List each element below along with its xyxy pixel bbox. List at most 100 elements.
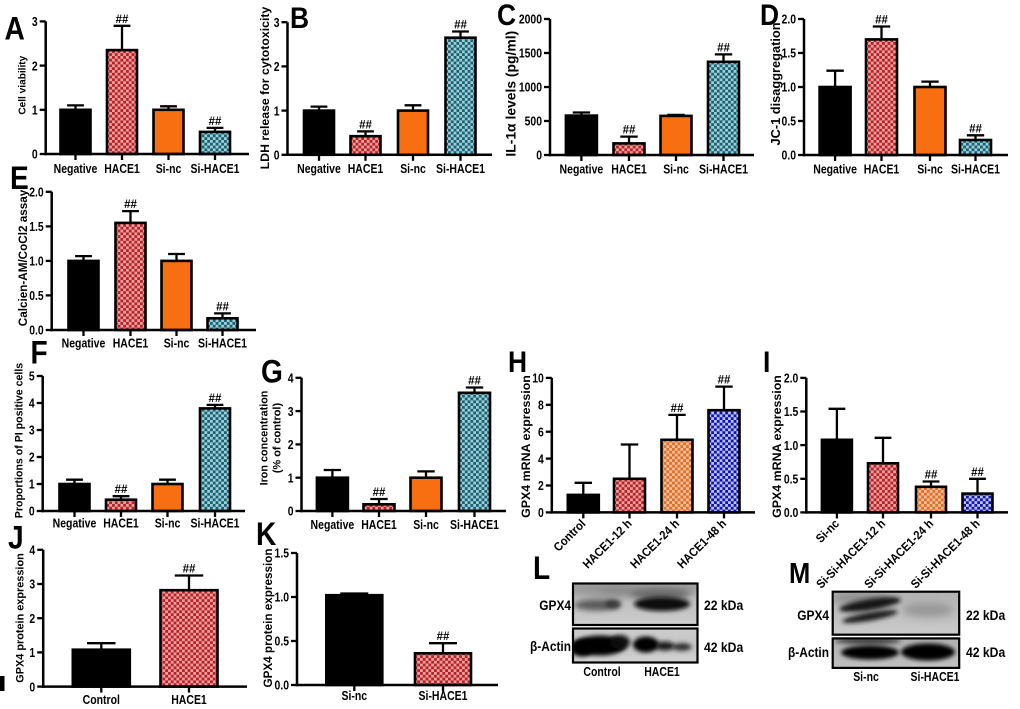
svg-text:Si-nc: Si-nc: [400, 162, 426, 176]
svg-text:HACE1: HACE1: [644, 665, 680, 679]
svg-text:G: G: [261, 355, 283, 390]
svg-text:3: 3: [32, 15, 38, 29]
svg-text:0: 0: [538, 506, 544, 520]
svg-text:HACE1: HACE1: [348, 162, 384, 176]
svg-text:##: ##: [115, 484, 128, 496]
svg-text:1: 1: [29, 646, 35, 660]
svg-text:3: 3: [288, 405, 294, 419]
svg-text:0: 0: [274, 148, 280, 162]
svg-text:42 kDa: 42 kDa: [966, 644, 1006, 660]
svg-text:Negative: Negative: [560, 163, 604, 177]
svg-text:4: 4: [538, 452, 544, 466]
svg-text:GPX4: GPX4: [797, 607, 829, 623]
svg-text:Negative: Negative: [311, 518, 355, 532]
svg-text:Cell viability: Cell viability: [18, 55, 29, 114]
svg-text:Si-nc: Si-nc: [341, 689, 367, 703]
svg-text:IL-1α levels (pg/ml): IL-1α levels (pg/ml): [503, 31, 519, 157]
svg-text:0: 0: [32, 148, 38, 162]
svg-text:42 kDa: 42 kDa: [704, 639, 744, 655]
svg-text:0.0: 0.0: [782, 149, 797, 163]
svg-text:##: ##: [116, 14, 129, 26]
svg-text:##: ##: [124, 199, 137, 211]
svg-text:##: ##: [216, 301, 229, 313]
svg-text:GPX4 mRNA expression: GPX4 mRNA expression: [519, 375, 533, 518]
svg-text:0.5: 0.5: [782, 115, 797, 129]
svg-text:##: ##: [373, 487, 386, 499]
svg-text:Negative: Negative: [813, 163, 857, 177]
svg-text:2.0: 2.0: [782, 13, 797, 27]
svg-text:3: 3: [29, 424, 35, 438]
svg-text:##: ##: [718, 375, 731, 387]
svg-text:2: 2: [538, 479, 544, 493]
svg-text:C: C: [497, 0, 516, 31]
svg-text:##: ##: [969, 123, 982, 135]
svg-text:Si-HACE1: Si-HACE1: [951, 163, 1000, 177]
svg-text:0.0: 0.0: [29, 324, 44, 338]
svg-text:2.0: 2.0: [29, 185, 44, 199]
svg-text:1: 1: [274, 104, 280, 118]
svg-text:Si-nc: Si-nc: [164, 337, 190, 351]
svg-text:I: I: [763, 344, 770, 378]
svg-text:4: 4: [29, 397, 35, 411]
svg-text:2: 2: [29, 451, 35, 465]
svg-text:HACE1-12 h: HACE1-12 h: [580, 517, 634, 571]
svg-text:3: 3: [274, 16, 280, 30]
svg-text:##: ##: [717, 42, 730, 54]
svg-text:LDH release for cytotoxicity: LDH release for cytotoxicity: [258, 7, 272, 170]
svg-text:0.0: 0.0: [784, 506, 799, 520]
svg-text:0.5: 0.5: [784, 472, 799, 486]
svg-text:##: ##: [468, 376, 481, 388]
svg-text:1: 1: [32, 103, 38, 117]
svg-text:2: 2: [32, 59, 38, 73]
svg-text:D: D: [760, 0, 779, 31]
svg-text:0: 0: [288, 505, 294, 519]
svg-text:Negative: Negative: [54, 162, 98, 176]
svg-text:22 kDa: 22 kDa: [966, 607, 1006, 623]
svg-text:GPX4 mRNA expression: GPX4 mRNA expression: [770, 375, 784, 518]
svg-text:2: 2: [288, 438, 294, 452]
svg-text:HACE1: HACE1: [864, 163, 900, 177]
svg-text:0.5: 0.5: [29, 289, 44, 303]
svg-text:500: 500: [525, 115, 543, 129]
svg-text:##: ##: [671, 403, 684, 415]
svg-text:##: ##: [209, 393, 222, 405]
svg-text:Si-nc: Si-nc: [853, 670, 879, 684]
svg-text:Si-HACE1: Si-HACE1: [436, 162, 485, 176]
svg-text:1000: 1000: [519, 81, 543, 95]
svg-text:Si-nc: Si-nc: [155, 517, 181, 531]
svg-text:Proportions of PI positive cel: Proportions of PI positive cells: [14, 363, 26, 519]
svg-text:Si-nc: Si-nc: [413, 518, 439, 532]
svg-text:HACE1: HACE1: [361, 518, 397, 532]
svg-text:HACE1-48 h: HACE1-48 h: [675, 517, 729, 571]
svg-text:HACE1: HACE1: [113, 337, 149, 351]
svg-text:K: K: [256, 517, 277, 552]
svg-text:8: 8: [538, 398, 544, 412]
svg-text:1500: 1500: [519, 47, 543, 61]
svg-text:Si-nc: Si-nc: [156, 162, 182, 176]
svg-text:F: F: [31, 336, 48, 371]
svg-text:Si-HACE1: Si-HACE1: [699, 163, 748, 177]
svg-text:##: ##: [454, 20, 467, 32]
svg-text:0: 0: [29, 680, 35, 694]
svg-text:1.5: 1.5: [784, 405, 799, 419]
svg-text:Iron concentration: Iron concentration: [259, 391, 271, 486]
svg-text:4: 4: [288, 371, 294, 385]
svg-text:##: ##: [623, 125, 636, 137]
svg-text:HACE1: HACE1: [171, 693, 207, 707]
svg-text:HACE1: HACE1: [103, 517, 139, 531]
svg-text:##: ##: [183, 564, 196, 576]
svg-text:1.5: 1.5: [275, 547, 290, 561]
svg-text:Si-HACE1: Si-HACE1: [191, 162, 240, 176]
svg-text:GPX4 protein expression: GPX4 protein expression: [262, 549, 275, 688]
svg-text:22 kDa: 22 kDa: [704, 597, 744, 613]
svg-text:5: 5: [29, 370, 35, 384]
svg-text:##: ##: [209, 116, 222, 128]
svg-text:Si-HACE1: Si-HACE1: [198, 337, 247, 351]
svg-text:Si-HACE1: Si-HACE1: [419, 689, 468, 703]
svg-text:1.0: 1.0: [275, 591, 290, 605]
svg-text:1.5: 1.5: [782, 47, 797, 61]
svg-text:Si-HACE1: Si-HACE1: [911, 670, 960, 684]
svg-text:##: ##: [925, 470, 938, 482]
svg-text:J: J: [8, 521, 24, 556]
svg-text:##: ##: [437, 631, 450, 643]
